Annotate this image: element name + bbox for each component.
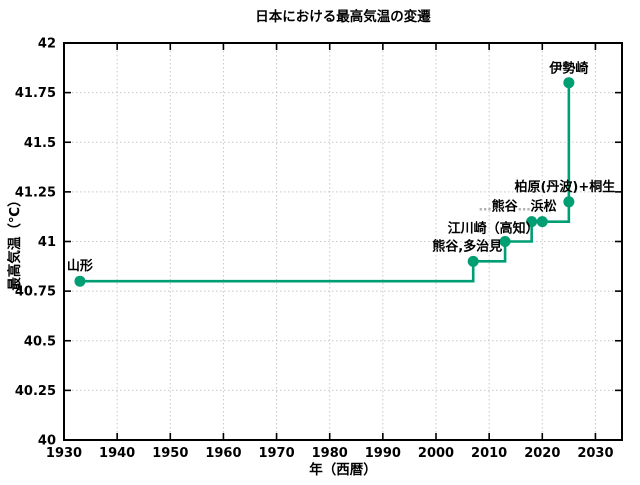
data-point-marker bbox=[563, 196, 575, 208]
series-layer bbox=[74, 77, 575, 287]
data-point-marker bbox=[74, 275, 86, 287]
y-tick-label: 41.75 bbox=[15, 86, 56, 101]
y-axis-label: 最高気温（℃） bbox=[6, 193, 23, 290]
x-tick-label: 2030 bbox=[577, 446, 613, 461]
data-point-marker bbox=[467, 255, 479, 267]
data-point-marker bbox=[526, 216, 538, 228]
annotation-label: 柏原(丹波)+桐生 bbox=[514, 179, 615, 195]
plot-border bbox=[63, 42, 623, 441]
x-tick-label: 1980 bbox=[312, 446, 348, 461]
x-tick-label: 1960 bbox=[205, 446, 241, 461]
annotation-label: 熊谷,多治見 bbox=[432, 238, 502, 254]
x-tick-label: 1970 bbox=[258, 446, 294, 461]
axis-ticks: 1930 1940 1950 1960 1970 1980 1990 2000 2010 2020… bbox=[15, 37, 622, 461]
gridlines bbox=[63, 42, 622, 441]
x-tick-label: 2020 bbox=[524, 446, 560, 461]
annotation-label: 伊勢崎 bbox=[548, 61, 588, 77]
record-step-line bbox=[79, 82, 571, 283]
x-tick-label: 1930 bbox=[46, 446, 82, 461]
chart-title: 日本における最高気温の変遷 bbox=[255, 8, 431, 25]
data-point-marker bbox=[499, 236, 511, 247]
y-tick-label: 40.25 bbox=[15, 384, 56, 399]
y-tick-label: 42 bbox=[38, 37, 56, 52]
x-axis-label: 年（西暦） bbox=[309, 461, 377, 478]
annotation-label: …熊谷…浜松 bbox=[479, 199, 557, 215]
data-point-marker bbox=[563, 77, 575, 89]
y-tick-label: 41 bbox=[38, 235, 56, 250]
x-tick-label: 2010 bbox=[471, 446, 507, 461]
y-tick-label: 40.5 bbox=[24, 334, 56, 349]
y-tick-label: 40.75 bbox=[15, 285, 56, 300]
annotation-label: 山形 bbox=[67, 258, 93, 274]
x-tick-label: 1990 bbox=[365, 446, 401, 461]
y-tick-label: 41.25 bbox=[15, 185, 56, 200]
annotation-label: 江川崎（高知） bbox=[448, 221, 539, 237]
data-point-marker bbox=[536, 216, 548, 228]
x-tick-label: 2000 bbox=[418, 446, 454, 461]
y-tick-label: 41.5 bbox=[24, 136, 56, 151]
x-tick-label: 1950 bbox=[152, 446, 188, 461]
y-tick-label: 40 bbox=[38, 434, 56, 449]
x-tick-label: 1940 bbox=[99, 446, 135, 461]
